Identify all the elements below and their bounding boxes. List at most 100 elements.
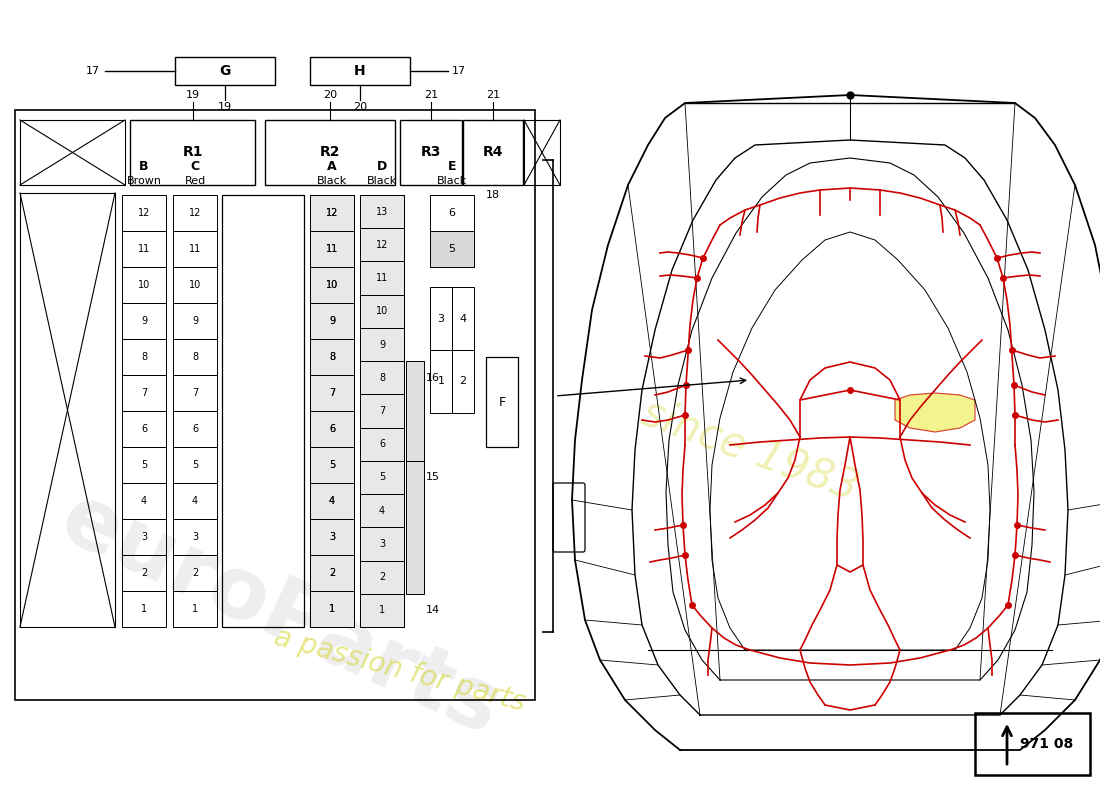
Bar: [310, 483, 354, 519]
Text: 8: 8: [191, 352, 198, 362]
Text: F: F: [498, 395, 506, 409]
Bar: [310, 411, 354, 447]
Text: 971 08: 971 08: [1021, 737, 1074, 751]
Bar: [310, 483, 354, 519]
Text: 7: 7: [191, 388, 198, 398]
Bar: [310, 267, 354, 303]
Text: 1: 1: [329, 604, 336, 614]
Text: 8: 8: [141, 352, 147, 362]
Text: H: H: [354, 64, 366, 78]
Text: 8: 8: [329, 352, 336, 362]
Bar: [360, 328, 404, 361]
Text: 1: 1: [329, 604, 336, 614]
Text: 19: 19: [186, 90, 199, 100]
Bar: [310, 591, 354, 627]
Text: 15: 15: [426, 473, 440, 482]
Bar: [122, 483, 166, 519]
Text: 9: 9: [191, 316, 198, 326]
Text: 17: 17: [452, 66, 466, 76]
Text: 11: 11: [376, 273, 388, 283]
Text: 9: 9: [141, 316, 147, 326]
Text: 5: 5: [141, 460, 147, 470]
Text: euroParts: euroParts: [47, 477, 513, 753]
Bar: [122, 375, 166, 411]
Bar: [310, 519, 354, 555]
Bar: [400, 120, 462, 185]
Bar: [360, 195, 404, 627]
Text: 12: 12: [189, 208, 201, 218]
Text: 10: 10: [326, 280, 338, 290]
Polygon shape: [895, 393, 975, 432]
Text: 2: 2: [460, 377, 466, 386]
Text: 5: 5: [191, 460, 198, 470]
Bar: [310, 339, 354, 375]
Bar: [524, 120, 560, 185]
Text: 6: 6: [329, 424, 336, 434]
Bar: [173, 519, 217, 555]
Text: a passion for parts: a passion for parts: [272, 623, 529, 717]
Text: 6: 6: [329, 424, 336, 434]
Text: 13: 13: [376, 206, 388, 217]
Text: 5: 5: [329, 460, 336, 470]
Bar: [222, 195, 304, 627]
Text: 4: 4: [329, 496, 336, 506]
Text: Red: Red: [185, 176, 206, 186]
Bar: [310, 519, 354, 555]
Text: 2: 2: [329, 568, 336, 578]
Text: 7: 7: [141, 388, 147, 398]
Text: 5: 5: [378, 473, 385, 482]
Bar: [122, 519, 166, 555]
Bar: [360, 195, 404, 228]
Bar: [360, 394, 404, 428]
Text: 6: 6: [141, 424, 147, 434]
Text: 9: 9: [378, 339, 385, 350]
Bar: [122, 303, 166, 339]
Text: 5: 5: [329, 460, 336, 470]
Text: 11: 11: [326, 244, 338, 254]
Bar: [310, 57, 410, 85]
Text: 3: 3: [141, 532, 147, 542]
Text: 20: 20: [353, 102, 367, 112]
Text: 12: 12: [376, 240, 388, 250]
Bar: [122, 411, 166, 447]
Text: 11: 11: [138, 244, 150, 254]
Text: 4: 4: [378, 506, 385, 516]
Bar: [430, 287, 452, 350]
Text: 12: 12: [326, 208, 338, 218]
Text: 8: 8: [329, 352, 336, 362]
Text: 3: 3: [438, 314, 444, 323]
Text: 4: 4: [329, 496, 336, 506]
Bar: [360, 527, 404, 561]
Text: 5: 5: [449, 244, 455, 254]
Bar: [20, 120, 125, 185]
Bar: [173, 411, 217, 447]
Bar: [486, 357, 518, 447]
Bar: [122, 195, 166, 231]
Text: 7: 7: [378, 406, 385, 416]
Bar: [452, 287, 474, 350]
Text: 12: 12: [138, 208, 151, 218]
Bar: [173, 447, 217, 483]
Bar: [175, 57, 275, 85]
Text: 20: 20: [323, 90, 337, 100]
Text: 18: 18: [486, 190, 500, 200]
Text: since 1983: since 1983: [636, 391, 864, 509]
Bar: [122, 591, 166, 627]
Text: Brown: Brown: [126, 176, 162, 186]
Bar: [360, 361, 404, 394]
Text: 2: 2: [378, 572, 385, 582]
Bar: [430, 350, 452, 413]
Text: R1: R1: [183, 146, 202, 159]
Text: 10: 10: [189, 280, 201, 290]
Text: 6: 6: [191, 424, 198, 434]
Text: E: E: [448, 161, 456, 174]
Text: 3: 3: [378, 539, 385, 549]
Text: 8: 8: [378, 373, 385, 382]
Bar: [310, 375, 354, 411]
Text: Black: Black: [367, 176, 397, 186]
Bar: [310, 555, 354, 591]
Text: R4: R4: [483, 146, 504, 159]
Bar: [310, 231, 354, 267]
Bar: [360, 594, 404, 627]
Bar: [310, 195, 354, 231]
